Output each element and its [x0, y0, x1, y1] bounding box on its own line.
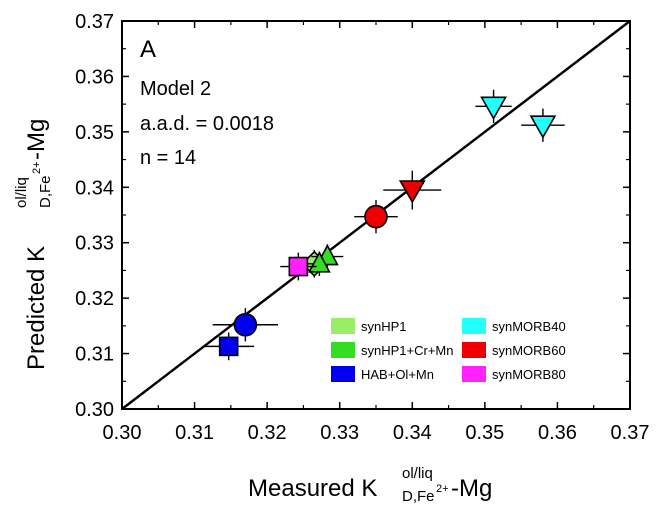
data-point-triangle-down: [529, 115, 557, 139]
axis-ticks: [121, 20, 631, 410]
legend-label: synMORB40: [492, 319, 566, 334]
y-axis-title-subsup: 2+: [31, 161, 43, 174]
series-synmorb80: [280, 252, 317, 281]
x-tick-label: 0.32: [248, 422, 287, 444]
legend-swatch: [462, 318, 486, 334]
y-tick-label: 0.32: [75, 288, 114, 310]
x-axis-title-sub: D,Fe: [402, 488, 435, 505]
y-tick-label: 0.30: [75, 399, 114, 421]
y-tick-label: 0.31: [75, 344, 114, 366]
y-tick-label: 0.33: [75, 233, 114, 255]
legend: synHP1 synHP1+Cr+Mn HAB+Ol+Mn synMORB40 synM…: [331, 318, 566, 382]
series-synmorb60: [354, 170, 442, 234]
legend-label: HAB+Ol+Mn: [361, 367, 434, 382]
y-axis-title-sub: D,Fe: [37, 175, 54, 208]
y-axis-title-tail: -Mg: [23, 119, 50, 160]
x-axis-title-sup: ol/liq: [402, 465, 433, 482]
data-marks: [203, 89, 565, 361]
x-tick-label: 0.33: [320, 422, 359, 444]
tick-labels: 0.30 0.31 0.32 0.33 0.34 0.35 0.36 0.37 0.30 0.31…: [75, 11, 649, 444]
x-axis-title-subsup: 2+: [436, 483, 449, 495]
y-tick-label: 0.36: [75, 66, 114, 88]
legend-swatch: [331, 318, 355, 334]
annotation-n: n = 14: [140, 147, 196, 169]
legend-swatch: [462, 366, 486, 382]
data-point-square: [218, 336, 239, 357]
panel-label: A: [140, 36, 156, 63]
y-tick-label: 0.34: [75, 177, 114, 199]
legend-item: synMORB80: [462, 366, 566, 382]
x-tick-label: 0.36: [538, 422, 577, 444]
legend-swatch: [331, 366, 355, 382]
x-tick-label: 0.37: [611, 422, 650, 444]
data-point-circle: [233, 312, 258, 337]
data-point-triangle-down: [480, 96, 507, 120]
legend-item: synHP1+Cr+Mn: [331, 342, 453, 358]
x-axis-title: Measured K ol/liq D,Fe 2+ -Mg: [248, 465, 492, 505]
y-tick-label: 0.37: [75, 11, 114, 33]
data-point-square: [288, 256, 309, 277]
legend-swatch: [462, 342, 486, 358]
legend-label: synMORB80: [492, 367, 566, 382]
series-synmorb40: [475, 89, 565, 142]
y-axis-title: Predicted K ol/liq D,Fe 2+ -Mg: [13, 119, 54, 370]
data-point-circle: [364, 204, 388, 229]
legend-item: synMORB60: [462, 342, 566, 358]
x-tick-label: 0.35: [465, 422, 504, 444]
series-hab-ol-mn: [203, 308, 279, 361]
legend-swatch: [331, 342, 355, 358]
x-axis-title-tail: -Mg: [451, 475, 492, 502]
legend-label: synHP1+Cr+Mn: [361, 343, 453, 358]
y-axis-title-main: Predicted K: [23, 246, 50, 370]
x-tick-label: 0.34: [393, 422, 432, 444]
data-point-triangle-down: [398, 180, 426, 204]
legend-label: synHP1: [361, 319, 407, 334]
y-tick-label: 0.35: [75, 122, 114, 144]
x-tick-label: 0.30: [103, 422, 142, 444]
x-axis-title-main: Measured K: [248, 475, 377, 502]
annotation-model: Model 2: [140, 78, 211, 100]
legend-item: synMORB40: [462, 318, 566, 334]
legend-label: synMORB60: [492, 343, 566, 358]
x-tick-label: 0.31: [175, 422, 214, 444]
legend-item: HAB+Ol+Mn: [331, 366, 434, 382]
annotation-aad: a.a.d. = 0.0018: [140, 113, 274, 135]
y-axis-title-sup: ol/liq: [13, 177, 30, 208]
legend-item: synHP1: [331, 318, 407, 334]
